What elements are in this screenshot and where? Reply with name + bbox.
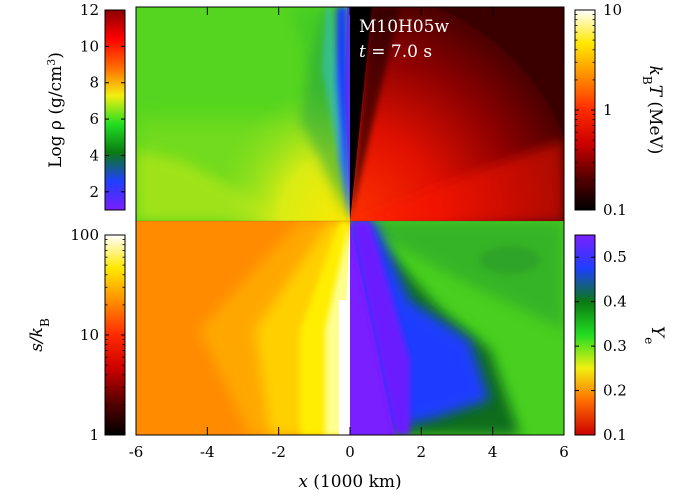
x-tick-label: 6 bbox=[559, 443, 569, 461]
x-tick-label: -4 bbox=[200, 443, 215, 461]
time-label: t = 7.0 s bbox=[359, 42, 432, 62]
colorbar-tick-label: 6 bbox=[89, 110, 99, 128]
colorbar-ye-label: Ye bbox=[642, 326, 667, 344]
colorbar-tick-label: 0.4 bbox=[603, 293, 627, 311]
colorbar-ye-ticks: 0.1 0.2 0.3 0.4 0.5 bbox=[575, 248, 627, 444]
colorbar-entropy-ticks: 1 10 100 bbox=[70, 226, 125, 444]
colorbar-tick-label: 12 bbox=[80, 1, 99, 19]
x-tick-label: -2 bbox=[271, 443, 286, 461]
colorbar-tick-label: 2 bbox=[89, 183, 99, 201]
colorbar-tick-label: 10 bbox=[80, 326, 99, 344]
colorbar-tick-label: 1 bbox=[603, 101, 613, 119]
colorbar-tick-label: 0.1 bbox=[603, 426, 627, 444]
x-axis: -6 -4 -2 0 2 4 6 bbox=[129, 7, 569, 461]
model-label: M10H05w bbox=[359, 17, 449, 37]
colorbar-tick-label: 0.3 bbox=[603, 337, 627, 355]
x-axis-label: x (1000 km) bbox=[298, 472, 401, 492]
colorbar-density-ticks: 2 4 6 8 10 12 bbox=[80, 1, 125, 201]
quadrant-density bbox=[136, 7, 350, 221]
colorbar-tick-label: 1 bbox=[89, 426, 99, 444]
colorbar-ye bbox=[574, 234, 596, 436]
colorbar-tick-label: 0.5 bbox=[603, 248, 627, 266]
x-tick-label: 4 bbox=[488, 443, 498, 461]
colorbar-tick-label: 4 bbox=[89, 146, 99, 164]
colorbar-tick-label: 8 bbox=[89, 74, 99, 92]
colorbar-temperature-label: kBT (MeV) bbox=[640, 66, 665, 155]
x-tick-label: -6 bbox=[129, 443, 144, 461]
colorbar-density-label: Log ρ (g/cm3) bbox=[45, 52, 67, 168]
colorbar-tick-label: 0.1 bbox=[603, 201, 627, 219]
quadrant-ye bbox=[350, 221, 564, 435]
colorbar-entropy-label: s/kB bbox=[27, 318, 52, 352]
x-tick-label: 2 bbox=[417, 443, 427, 461]
colorbar-tick-label: 100 bbox=[70, 226, 99, 244]
colorbar-density bbox=[104, 9, 126, 211]
colorbar-tick-label: 0.2 bbox=[603, 382, 627, 400]
quadrant-entropy bbox=[136, 221, 350, 435]
x-tick-label: 0 bbox=[345, 443, 355, 461]
colorbar-temperature-ticks: 0.1 1 10 bbox=[575, 1, 627, 219]
colorbar-tick-label: 10 bbox=[603, 1, 622, 19]
quadrant-temperature bbox=[350, 7, 564, 221]
colorbar-tick-label: 10 bbox=[80, 37, 99, 55]
